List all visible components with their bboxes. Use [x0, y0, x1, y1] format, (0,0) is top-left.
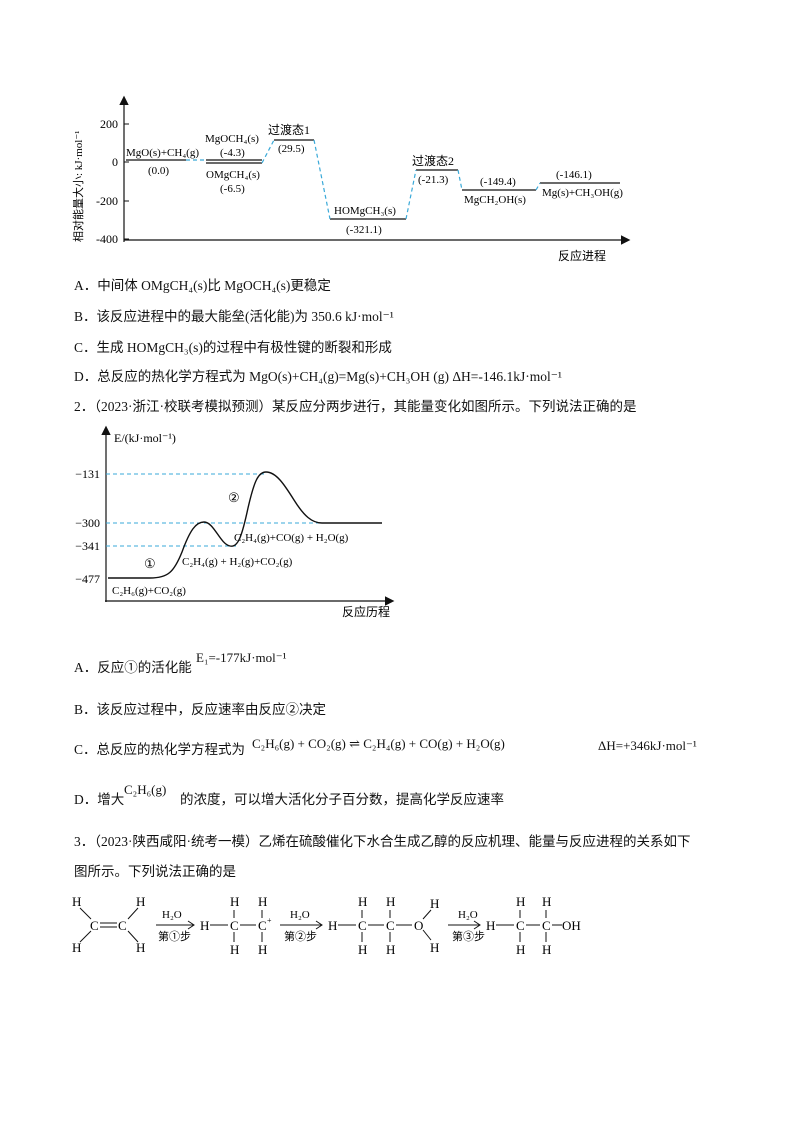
y-tick: 200 [100, 117, 118, 131]
atom-h: H [258, 894, 267, 909]
q1-option-b[interactable]: B．该反应进程中的最大能垒(活化能)为 350.6 kJ·mol⁻¹ [74, 309, 394, 324]
atom-c: C [230, 918, 239, 933]
y-tick: −300 [75, 516, 100, 530]
atom-h: H [542, 942, 551, 957]
q2-option-c-dh: ΔH=+346kJ·mol⁻¹ [598, 738, 697, 753]
atom-h: H [486, 918, 495, 933]
q2-option-d-suffix: 的浓度，可以增大活化分子百分数，提高化学反应速率 [180, 792, 504, 807]
atom-h: H [136, 940, 145, 955]
atom-h: H [72, 940, 81, 955]
q2-option-c-equation: C₂H₆(g) + CO₂(g) ⇌ C₂H₄(g) + CO(g) + H₂O… [252, 736, 505, 751]
atom-c: C [358, 918, 367, 933]
atom-h: H [516, 942, 525, 957]
atom-c: C [386, 918, 395, 933]
y-tick: −341 [75, 539, 100, 553]
energy-profile-chart-1: 200 0 -200 -400 相对能量大小: kJ·mol⁻¹ 反应进程 Mg… [71, 95, 631, 263]
step-label: 第①步 [158, 929, 191, 943]
q2-option-d-prefix: D．增大 [74, 792, 125, 807]
atom-c: C [258, 918, 267, 933]
level-value: (-4.3) [220, 147, 245, 159]
q2-option-c-prefix: C．总反应的热化学方程式为 [74, 742, 246, 757]
atom-h: H [542, 894, 551, 909]
y-axis-label: E/(kJ·mol⁻¹) [114, 431, 176, 445]
q2-option-d[interactable]: D．增大 [74, 792, 124, 808]
y-tick: 0 [112, 155, 118, 169]
q2-option-a-prefix: A．反应①的活化能 [74, 660, 192, 675]
level-value: (-146.1) [556, 169, 592, 181]
level-label: MgO(s)+CH₄(g) [126, 147, 199, 159]
y-tick: -400 [96, 232, 118, 246]
level-value: (-6.5) [220, 183, 245, 195]
q2-stem: 2．（2023·浙江·校联考模拟预测）某反应分两步进行，其能量变化如图所示。下列… [74, 399, 637, 414]
atom-h: H [328, 918, 337, 933]
step1-marker: ① [144, 556, 156, 571]
step-label: 第②步 [284, 929, 317, 943]
level-label: MgOCH₄(s) [205, 133, 259, 145]
reagent-label: H₂O [162, 909, 182, 921]
atom-h: H [200, 918, 209, 933]
q1-option-d[interactable]: D．总反应的热化学方程式为 MgO(s)+CH₄(g)=Mg(s)+CH₃OH … [74, 369, 562, 384]
reactant-label: C₂H₆(g)+CO₂(g) [112, 585, 186, 597]
q1-option-c[interactable]: C．生成 HOMgCH₃(s)的过程中有极性键的断裂和形成 [74, 340, 392, 355]
level-value: (-321.1) [346, 224, 382, 236]
level-label: Mg(s)+CH₃OH(g) [542, 187, 623, 199]
q1-option-a[interactable]: A．中间体 OMgCH₄(s)比 MgOCH₄(s)更稳定 [74, 278, 331, 293]
atom-h: H [230, 894, 239, 909]
atom-o: O [414, 918, 423, 933]
q3-stem-line2: 图所示。下列说法正确的是 [74, 864, 236, 879]
atom-h: H [258, 942, 267, 957]
y-tick: −477 [75, 572, 100, 586]
x-axis-label: 反应进程 [558, 248, 606, 263]
q2-option-d-formula: C₂H₆(g) [124, 782, 167, 797]
product-label: C₂H₄(g)+CO(g) + H₂O(g) [234, 532, 349, 544]
atom-c: C [90, 918, 99, 933]
intermediate-label: C₂H₄(g) + H₂(g)+CO₂(g) [182, 556, 293, 568]
level-value: (29.5) [278, 143, 305, 155]
level-value: (-21.3) [418, 174, 449, 186]
reaction-mechanism-diagram: H H C C H H H₂O 第①步 H H H C C + H H H₂O … [72, 894, 581, 957]
atom-h: H [516, 894, 525, 909]
atom-h: H [430, 896, 439, 911]
reagent-label: H₂O [290, 909, 310, 921]
atom-c: C [542, 918, 551, 933]
q2-option-b[interactable]: B．该反应过程中，反应速率由反应②决定 [74, 702, 327, 717]
level-label: 过渡态1 [268, 122, 310, 137]
atom-h: H [430, 940, 439, 955]
level-label: OMgCH₄(s) [206, 169, 260, 181]
step2-marker: ② [228, 490, 240, 505]
atom-c: C [118, 918, 127, 933]
atom-h: H [136, 894, 145, 909]
atom-h: H [386, 942, 395, 957]
q2-option-a-formula: E₁=-177kJ·mol⁻¹ [196, 650, 287, 665]
hydroxyl-group: OH [562, 918, 581, 933]
level-label: MgCH₂OH(s) [464, 194, 526, 206]
y-tick: -200 [96, 194, 118, 208]
level-value: (0.0) [148, 165, 169, 177]
q2-option-c[interactable]: C．总反应的热化学方程式为 [74, 742, 245, 758]
atom-h: H [386, 894, 395, 909]
atom-h: H [230, 942, 239, 957]
atom-h: H [358, 942, 367, 957]
energy-profile-chart-2: E/(kJ·mol⁻¹) 反应历程 −131 −300 −341 −477 ① … [75, 425, 395, 619]
y-tick: −131 [75, 467, 100, 481]
q3-stem-line1: 3．（2023·陕西咸阳·统考一模）乙烯在硫酸催化下水合生成乙醇的反应机理、能量… [74, 834, 691, 849]
energy-curve [108, 471, 382, 579]
atom-h: H [72, 894, 81, 909]
level-value: (-149.4) [480, 176, 516, 188]
level-label: HOMgCH₃(s) [334, 205, 396, 217]
step-label: 第③步 [452, 929, 485, 943]
charge-sign: + [267, 916, 272, 925]
x-axis-label: 反应历程 [342, 604, 390, 619]
reagent-label: H₂O [458, 909, 478, 921]
atom-h: H [358, 894, 367, 909]
y-axis-label: 相对能量大小: kJ·mol⁻¹ [71, 131, 85, 242]
atom-c: C [516, 918, 525, 933]
level-label: 过渡态2 [412, 153, 454, 168]
q2-option-a[interactable]: A．反应①的活化能 [74, 660, 192, 676]
